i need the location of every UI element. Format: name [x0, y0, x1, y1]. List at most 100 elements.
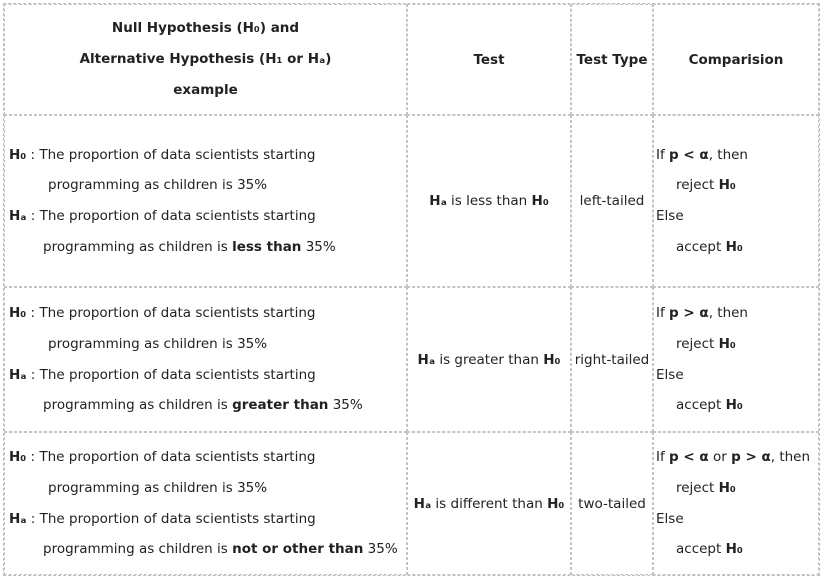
- ha-text-post: 35%: [301, 238, 336, 255]
- hypothesis-cell: H₀ : The proportion of data scientists s…: [4, 432, 407, 575]
- h0-label: H₀: [9, 305, 27, 322]
- cmp-then: , then: [770, 449, 811, 466]
- hypothesis-table: Null Hypothesis (H₀) and Alternative Hyp…: [3, 3, 820, 576]
- ha-text: : The proportion of data scientists star…: [26, 208, 316, 224]
- test-relation: is greater than: [435, 351, 544, 368]
- cmp-reject-line: reject H₀: [656, 329, 818, 360]
- cmp-if-line: If p > α, then: [656, 298, 818, 329]
- ha-line2: programming as children is less than 35%: [9, 232, 406, 263]
- cmp-reject: reject: [676, 177, 719, 194]
- ha-text-emphasis: less than: [232, 238, 302, 255]
- cmp-or: or: [708, 449, 732, 466]
- h0-line1: H₀ : The proportion of data scientists s…: [9, 298, 406, 329]
- header-hypothesis-line3: example: [173, 82, 238, 98]
- cmp-if: If: [656, 449, 670, 466]
- ha-text-emphasis: greater than: [232, 397, 329, 414]
- test-cell: Hₐ is greater than H₀: [407, 287, 571, 432]
- cmp-reject-h: H₀: [718, 479, 736, 496]
- h0-text: : The proportion of data scientists star…: [26, 146, 316, 163]
- header-test: Test: [407, 4, 571, 115]
- test-ha: Hₐ: [417, 351, 436, 368]
- cmp-accept-h: H₀: [725, 541, 743, 558]
- comparison-cell: If p > α, then reject H₀ Else accept H₀: [653, 287, 819, 432]
- ha-text: : The proportion of data scientists star…: [26, 510, 316, 527]
- table-row: H₀ : The proportion of data scientists s…: [4, 115, 819, 287]
- cmp-accept-line: accept H₀: [656, 390, 818, 421]
- cmp-if-line: If p < α, then: [656, 140, 818, 171]
- cmp-accept: accept: [676, 541, 726, 558]
- ha-label: Hₐ: [9, 208, 27, 224]
- cmp-condition: p > α: [669, 305, 709, 322]
- test-h0: H₀: [531, 193, 549, 209]
- ha-text-pre: programming as children is: [43, 541, 233, 558]
- cmp-accept-line: accept H₀: [656, 232, 818, 263]
- table-row: H₀ : The proportion of data scientists s…: [4, 432, 819, 575]
- cmp-then: , then: [708, 146, 748, 163]
- cmp-reject: reject: [676, 335, 719, 352]
- header-hypothesis: Null Hypothesis (H₀) and Alternative Hyp…: [4, 4, 407, 115]
- h0-line2: programming as children is 35%: [48, 335, 268, 352]
- header-row: Null Hypothesis (H₀) and Alternative Hyp…: [4, 4, 819, 115]
- ha-line1: Hₐ : The proportion of data scientists s…: [9, 201, 406, 232]
- header-hypothesis-line2: Alternative Hypothesis (H₁ or Hₐ): [79, 51, 332, 67]
- cmp-accept: accept: [676, 238, 726, 255]
- ha-text: : The proportion of data scientists star…: [26, 366, 316, 383]
- cmp-condition-2: p > α: [731, 449, 771, 466]
- cmp-else: Else: [656, 366, 684, 383]
- cmp-then: , then: [708, 305, 748, 322]
- cmp-reject-line: reject H₀: [656, 170, 818, 201]
- table-row: H₀ : The proportion of data scientists s…: [4, 287, 819, 432]
- test-type-cell: left-tailed: [571, 115, 653, 287]
- h0-line1: H₀ : The proportion of data scientists s…: [9, 442, 406, 473]
- h0-line2: programming as children is 35%: [48, 479, 268, 496]
- cmp-reject: reject: [676, 479, 719, 496]
- test-h0: H₀: [543, 351, 561, 368]
- test-h0: H₀: [547, 495, 565, 512]
- comparison-cell: If p < α or p > α, then reject H₀ Else a…: [653, 432, 819, 575]
- test-relation: is less than: [446, 193, 532, 209]
- ha-text-emphasis: not or other than: [232, 541, 364, 558]
- cmp-if: If: [656, 305, 670, 322]
- cmp-reject-h: H₀: [718, 335, 736, 352]
- cmp-reject-line: reject H₀: [656, 473, 818, 504]
- test-type-cell: two-tailed: [571, 432, 653, 575]
- ha-line2: programming as children is greater than …: [9, 390, 406, 421]
- h0-line1: H₀ : The proportion of data scientists s…: [9, 140, 406, 171]
- hypothesis-cell: H₀ : The proportion of data scientists s…: [4, 287, 407, 432]
- ha-line1: Hₐ : The proportion of data scientists s…: [9, 360, 406, 391]
- cmp-if: If: [656, 146, 670, 163]
- ha-label: Hₐ: [9, 510, 27, 527]
- test-cell: Hₐ is different than H₀: [407, 432, 571, 575]
- cmp-if-line: If p < α or p > α, then: [656, 442, 818, 473]
- test-ha: Hₐ: [429, 193, 447, 209]
- ha-line2: programming as children is not or other …: [9, 534, 406, 565]
- ha-text-pre: programming as children is: [43, 238, 233, 255]
- ha-label: Hₐ: [9, 366, 27, 383]
- h0-text: : The proportion of data scientists star…: [26, 449, 316, 466]
- test-cell: Hₐ is less than H₀: [407, 115, 571, 287]
- cmp-accept-h: H₀: [725, 238, 743, 255]
- ha-text-pre: programming as children is: [43, 397, 233, 414]
- cmp-else: Else: [656, 510, 684, 527]
- ha-line1: Hₐ : The proportion of data scientists s…: [9, 504, 406, 535]
- cmp-condition: p < α: [669, 146, 709, 163]
- header-test-type: Test Type: [571, 4, 653, 115]
- cmp-condition: p < α: [669, 449, 709, 466]
- ha-text-post: 35%: [328, 397, 363, 414]
- comparison-cell: If p < α, then reject H₀ Else accept H₀: [653, 115, 819, 287]
- test-ha: Hₐ: [413, 495, 432, 512]
- h0-label: H₀: [9, 146, 27, 163]
- h0-line2: programming as children is 35%: [48, 177, 268, 194]
- h0-label: H₀: [9, 449, 27, 466]
- hypothesis-cell: H₀ : The proportion of data scientists s…: [4, 115, 407, 287]
- header-comparison: Comparision: [653, 4, 819, 115]
- cmp-accept: accept: [676, 397, 726, 414]
- cmp-accept-h: H₀: [725, 397, 743, 414]
- test-type-cell: right-tailed: [571, 287, 653, 432]
- cmp-else: Else: [656, 208, 684, 224]
- header-hypothesis-line1: Null Hypothesis (H₀) and: [111, 20, 300, 36]
- h0-text: : The proportion of data scientists star…: [26, 305, 316, 322]
- test-relation: is different than: [431, 495, 548, 512]
- cmp-accept-line: accept H₀: [656, 534, 818, 565]
- cmp-reject-h: H₀: [718, 177, 736, 194]
